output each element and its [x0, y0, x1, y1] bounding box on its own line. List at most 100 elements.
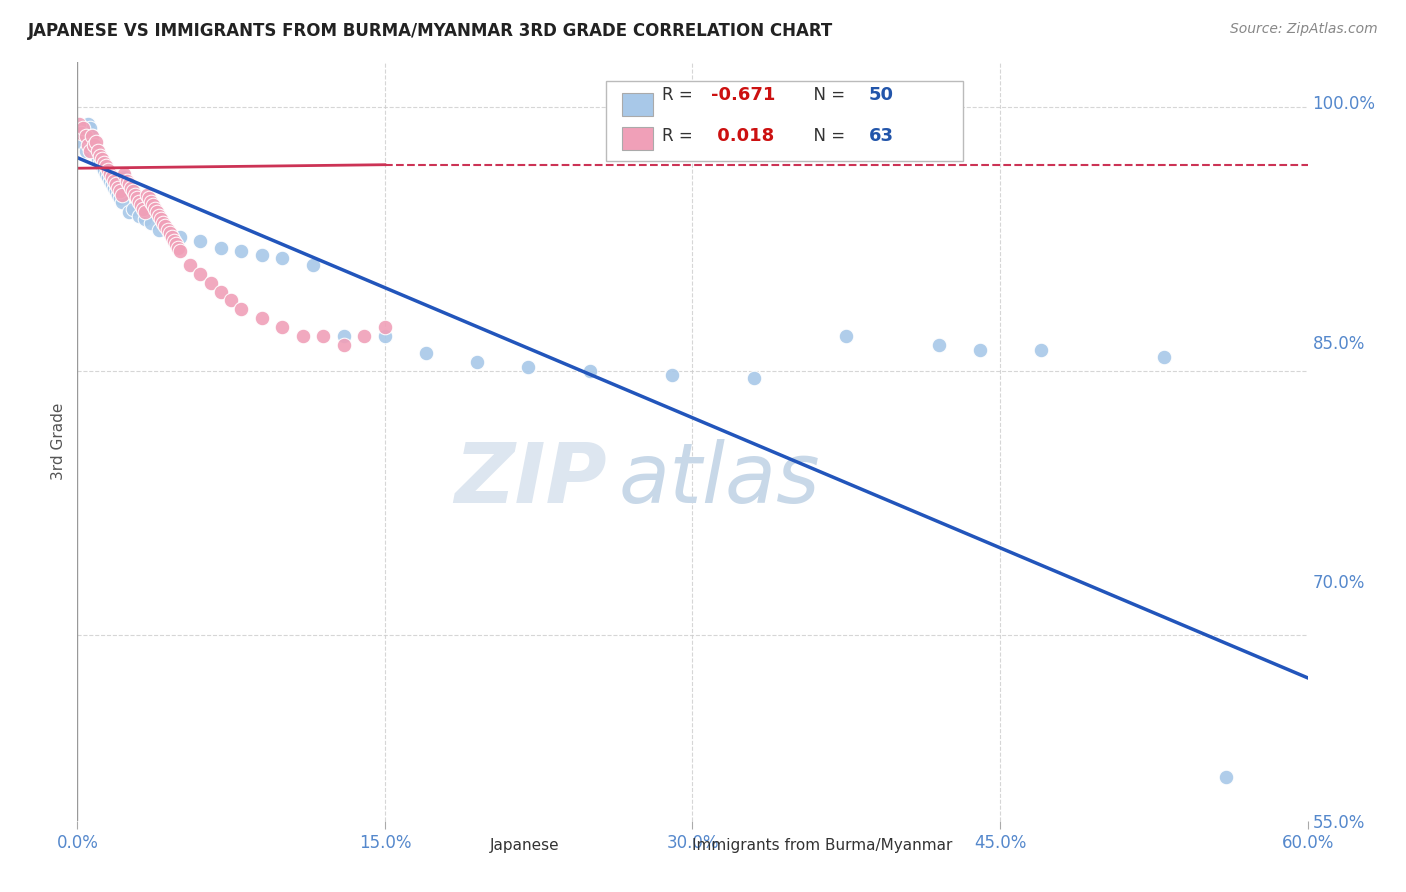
Point — [374, 320, 396, 334]
Point — [152, 216, 174, 230]
Point — [250, 247, 273, 261]
Point — [76, 138, 98, 153]
Point — [111, 187, 134, 202]
Point — [128, 194, 150, 209]
Point — [165, 237, 187, 252]
Bar — [447, 836, 484, 855]
Point — [148, 223, 170, 237]
Text: JAPANESE VS IMMIGRANTS FROM BURMA/MYANMAR 3RD GRADE CORRELATION CHART: JAPANESE VS IMMIGRANTS FROM BURMA/MYANMA… — [28, 22, 834, 40]
Point — [93, 163, 115, 178]
Point — [117, 177, 139, 191]
Point — [114, 167, 136, 181]
Point — [79, 120, 101, 135]
Point — [70, 126, 93, 140]
Point — [1215, 770, 1237, 784]
Bar — [623, 93, 654, 115]
Point — [179, 258, 201, 272]
Point — [128, 209, 150, 223]
Point — [163, 234, 186, 248]
Point — [969, 343, 991, 357]
Point — [159, 227, 181, 241]
Point — [94, 167, 117, 181]
Point — [83, 138, 105, 153]
Point — [90, 153, 114, 167]
Text: R =: R = — [662, 127, 697, 145]
Point — [101, 169, 124, 184]
Point — [465, 355, 488, 369]
Point — [250, 311, 273, 326]
Point — [134, 212, 156, 227]
Point — [80, 129, 103, 144]
Point — [90, 160, 114, 174]
Point — [209, 285, 232, 299]
Point — [231, 302, 253, 317]
Point — [72, 120, 94, 135]
Point — [271, 320, 294, 334]
Text: 0.018: 0.018 — [711, 127, 775, 145]
Point — [141, 216, 163, 230]
Point — [89, 149, 111, 163]
Point — [117, 205, 139, 219]
Point — [76, 117, 98, 131]
Point — [72, 126, 94, 140]
Point — [188, 234, 212, 248]
Point — [928, 337, 950, 351]
Point — [291, 328, 314, 343]
Point — [415, 346, 437, 360]
Point — [1029, 343, 1052, 357]
Point — [333, 328, 356, 343]
Point — [159, 227, 181, 241]
Point — [105, 177, 128, 191]
Point — [125, 191, 148, 205]
Point — [742, 371, 765, 385]
Point — [374, 328, 396, 343]
Point — [132, 202, 155, 216]
Point — [121, 202, 143, 216]
Text: Japanese: Japanese — [489, 838, 560, 853]
Point — [129, 198, 152, 212]
Point — [150, 212, 173, 227]
Point — [107, 180, 129, 194]
Point — [835, 328, 858, 343]
Point — [200, 276, 222, 290]
Bar — [650, 836, 686, 855]
Point — [80, 129, 103, 144]
Point — [156, 223, 179, 237]
Y-axis label: 3rd Grade: 3rd Grade — [51, 403, 66, 480]
Point — [67, 117, 90, 131]
Point — [97, 163, 120, 178]
FancyBboxPatch shape — [606, 81, 963, 161]
Point — [148, 209, 170, 223]
Point — [579, 364, 602, 378]
Point — [111, 194, 134, 209]
Point — [120, 180, 142, 194]
Point — [219, 293, 242, 308]
Point — [105, 184, 128, 198]
Point — [110, 184, 132, 198]
Text: Immigrants from Burma/Myanmar: Immigrants from Burma/Myanmar — [693, 838, 953, 853]
Point — [333, 337, 356, 351]
Point — [1153, 350, 1175, 364]
Point — [231, 244, 253, 259]
Point — [169, 230, 191, 244]
Point — [70, 135, 93, 149]
Point — [155, 219, 177, 234]
Point — [169, 244, 191, 259]
Bar — [623, 127, 654, 150]
Point — [84, 135, 107, 149]
Point — [98, 167, 121, 181]
Point — [517, 360, 540, 375]
Point — [134, 205, 156, 219]
Point — [141, 194, 163, 209]
Point — [661, 368, 683, 382]
Point — [136, 187, 159, 202]
Point — [87, 144, 110, 158]
Text: Source: ZipAtlas.com: Source: ZipAtlas.com — [1230, 22, 1378, 37]
Point — [353, 328, 375, 343]
Point — [188, 267, 212, 281]
Point — [302, 258, 325, 272]
Point — [103, 180, 125, 194]
Point — [124, 187, 146, 202]
Point — [75, 144, 97, 158]
Point — [94, 160, 117, 174]
